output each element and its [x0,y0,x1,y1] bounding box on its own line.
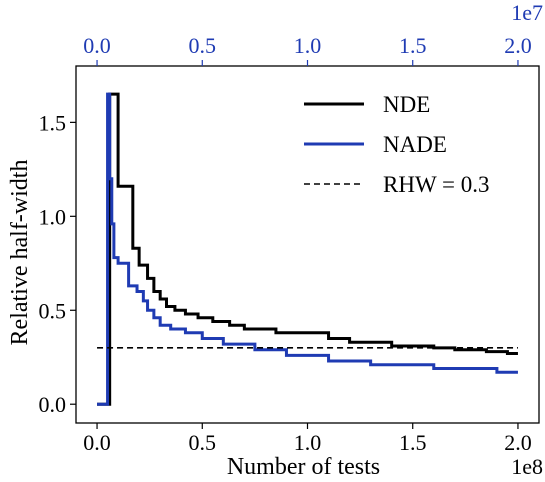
series-line-0 [97,92,518,406]
y-tick-label: 0.5 [39,298,67,323]
top-tick-label: 1.0 [294,33,322,58]
x-tick-label: 0.0 [83,430,111,455]
y-axis-label: Relative half-width [7,160,33,346]
y-tick-label: 0.0 [39,392,67,417]
bottom-x-axis: 0.0 0.5 1.0 1.5 2.0 [83,423,532,455]
top-tick-label: 0.5 [189,33,217,58]
top-tick-label: 0.0 [83,33,111,58]
x-tick-label: 0.5 [189,430,217,455]
legend-label: RHW = 0.3 [383,172,489,197]
legend-label: NDE [383,92,430,117]
legend-label: NADE [383,132,447,157]
y-tick-label: 1.0 [39,204,67,229]
top-tick-label: 2.0 [504,33,532,58]
top-x-axis: 0.0 0.5 1.0 1.5 2.0 [83,33,532,66]
x-axis-offset-label: 1e8 [511,454,543,479]
plot-area [97,92,518,406]
top-axis-offset-label: 1e7 [511,0,543,25]
x-axis-label: Number of tests [227,454,380,480]
x-tick-label: 2.0 [504,430,532,455]
y-axis: 0.0 0.5 1.0 1.5 [39,110,76,417]
x-tick-label: 1.5 [399,430,427,455]
top-tick-label: 1.5 [399,33,427,58]
y-tick-label: 1.5 [39,110,67,135]
legend: NDE NADE RHW = 0.3 [304,92,489,197]
series-line-1 [97,92,518,406]
x-tick-label: 1.0 [294,430,322,455]
